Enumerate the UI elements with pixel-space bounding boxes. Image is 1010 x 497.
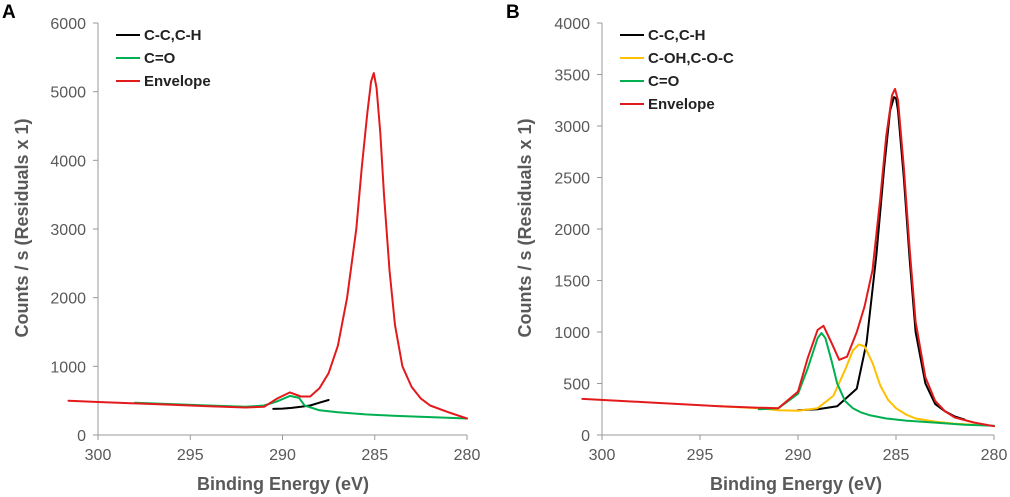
- x-tick-label: 280: [454, 447, 481, 464]
- y-tick-label: 1000: [50, 359, 86, 376]
- series-line-envelope: [67, 72, 468, 420]
- y-tick-label: 0: [581, 428, 590, 445]
- y-tick-label: 3500: [554, 68, 590, 85]
- series-line-c-c-c-h: [272, 399, 330, 410]
- y-axis-title: Counts / s (Residuals x 1): [12, 118, 32, 337]
- legend: C-C,C-H C=O Envelope: [116, 27, 211, 90]
- legend-label: Envelope: [144, 73, 211, 90]
- y-tick-label: 2000: [554, 222, 590, 239]
- y-tick-label: 2500: [554, 171, 590, 188]
- y-tick-label: 1000: [554, 325, 590, 342]
- y-tick-label: 4000: [50, 153, 86, 170]
- panel-b: B 0 500 1000 1500 2000 2500 3000 3500 4000 300 295…: [506, 2, 1007, 494]
- plot-area: 0 1000 2000 3000 4000 5000 6000 300 295 290 285 280: [50, 16, 480, 464]
- x-tick-label: 300: [589, 447, 616, 464]
- series-line-c-oh-c-o-c: [718, 343, 976, 426]
- x-tick-label: 295: [177, 447, 204, 464]
- y-axis-title: Counts / s (Residuals x 1): [515, 118, 535, 337]
- y-tick-label: 1500: [554, 274, 590, 291]
- panel-label: B: [506, 2, 520, 23]
- x-tick-label: 285: [883, 447, 910, 464]
- x-axis-title: Binding Energy (eV): [197, 474, 369, 494]
- y-tick-label: 0: [77, 428, 86, 445]
- legend: C-C,C-H C-OH,C-O-C C=O Envelope: [620, 27, 734, 113]
- legend-label: C-OH,C-O-C: [648, 50, 734, 67]
- x-tick-label: 300: [85, 447, 112, 464]
- x-tick-label: 295: [687, 447, 714, 464]
- panel-label: A: [2, 2, 16, 23]
- legend-label: Envelope: [648, 96, 715, 113]
- series-line-envelope: [581, 87, 995, 428]
- x-tick-label: 290: [785, 447, 812, 464]
- y-tick-label: 5000: [50, 85, 86, 102]
- y-tick-label: 3000: [50, 222, 86, 239]
- panel-a: A 0 1000 2000 3000 4000 5000 6000 300 295 290 285 2…: [2, 2, 480, 494]
- legend-label: C=O: [648, 73, 680, 90]
- x-tick-label: 285: [361, 447, 388, 464]
- x-tick-label: 280: [981, 447, 1008, 464]
- legend-label: C-C,C-H: [648, 27, 706, 44]
- x-axis-title: Binding Energy (eV): [710, 474, 882, 494]
- y-tick-label: 6000: [50, 16, 86, 33]
- series-line-c-o: [757, 332, 995, 427]
- series-line-c-c-c-h: [797, 96, 966, 421]
- x-tick-label: 290: [269, 447, 296, 464]
- legend-label: C=O: [144, 50, 176, 67]
- y-tick-label: 3000: [554, 119, 590, 136]
- y-tick-label: 4000: [554, 16, 590, 33]
- plot-area: 0 500 1000 1500 2000 2500 3000 3500 4000 300 295 29…: [554, 16, 1007, 464]
- legend-label: C-C,C-H: [144, 27, 202, 44]
- y-tick-label: 500: [563, 377, 590, 394]
- y-tick-label: 2000: [50, 291, 86, 308]
